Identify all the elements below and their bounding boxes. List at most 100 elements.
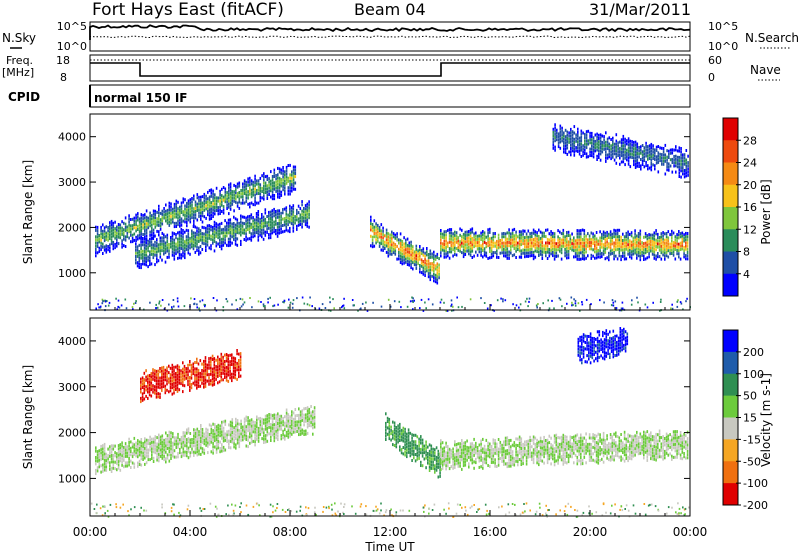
power-cell [140,216,143,220]
power-cell [396,244,398,248]
power-cell [214,209,216,213]
velocity-cell [165,450,167,454]
power-cell [657,151,660,155]
power-cell [515,230,517,234]
power-cell [204,305,206,308]
velocity-cell [282,423,284,427]
velocity-cell [298,420,300,424]
power-cell [236,231,239,235]
power-cell [636,155,639,159]
power-cell [511,241,514,245]
power-cell [236,195,239,199]
velocity-cell [238,422,241,426]
power-cell [627,156,630,160]
power-cell [606,144,609,147]
power-cell [566,246,568,250]
velocity-cell [110,450,113,454]
velocity-cell [172,432,174,436]
velocity-cell [159,379,161,383]
velocity-cell [131,455,134,459]
power-cell [201,204,204,208]
power-cell [173,202,176,206]
power-cell [142,217,144,221]
power-cell [270,195,272,199]
velocity-cell [215,431,218,435]
velocity-cell [206,379,209,383]
velocity-cell [158,440,160,443]
velocity-cell [284,415,286,419]
power-cell [387,232,390,236]
power-cell [578,254,580,258]
power-cell [204,304,206,306]
velocity-cell [145,445,148,449]
power-cell [672,250,675,254]
power-cell [215,202,218,206]
power-cell [182,241,184,245]
power-cell [273,175,276,178]
power-cell [284,183,286,186]
power-cell [238,184,241,188]
power-cell [661,153,663,157]
velocity-cell [168,450,171,453]
power-cell [377,230,379,234]
power-cell [515,243,517,247]
velocity-cell [264,437,267,441]
power-cell [175,236,177,240]
velocity-cell [190,386,193,390]
power-cell [289,176,291,180]
power-cell [634,242,636,245]
velocity-cell [213,382,216,386]
velocity-cell [133,449,136,453]
power-cell [373,232,376,235]
power-cell [217,212,220,216]
power-cell [240,192,242,196]
power-cell [119,229,122,233]
power-cell [200,195,202,199]
power-cell [522,242,524,246]
power-cell [285,165,288,169]
power-cell [177,250,179,254]
velocity-cell [133,436,136,440]
power-cell [248,230,251,234]
power-cell [588,234,591,238]
power-cell [679,232,682,236]
velocity-cell [198,449,200,453]
velocity-cell [123,449,125,453]
velocity-cell [194,383,196,387]
power-cell [571,301,573,304]
power-cell [683,236,685,240]
power-cell [671,236,673,240]
velocity-cell [171,373,174,377]
power-cell [175,205,178,209]
power-cell [264,233,267,237]
power-cell [417,262,419,266]
velocity-cell [385,425,387,429]
velocity-cell [170,450,172,454]
power-cell [105,225,108,229]
power-cell [666,165,668,169]
power-cell [233,234,235,238]
power-cell [519,303,522,306]
velocity-cell [159,376,161,380]
velocity-cell [156,455,158,459]
power-cell [447,241,449,245]
velocity-cell [231,375,233,379]
velocity-cell [310,417,312,421]
velocity-cell [208,376,210,380]
power-cell [604,244,607,248]
power-cell [497,233,500,237]
velocity-cell [138,443,141,447]
power-cell [445,255,447,259]
power-cell [273,214,275,218]
power-cell [266,230,268,234]
power-cell [396,257,398,261]
power-cell [187,218,190,222]
power-cell [375,225,377,229]
power-cell [668,162,670,166]
power-cell [193,194,195,198]
power-cell [622,138,625,141]
velocity-cell [393,428,396,431]
power-cell [136,264,139,268]
velocity-cell [112,463,115,467]
power-cell [545,241,547,245]
